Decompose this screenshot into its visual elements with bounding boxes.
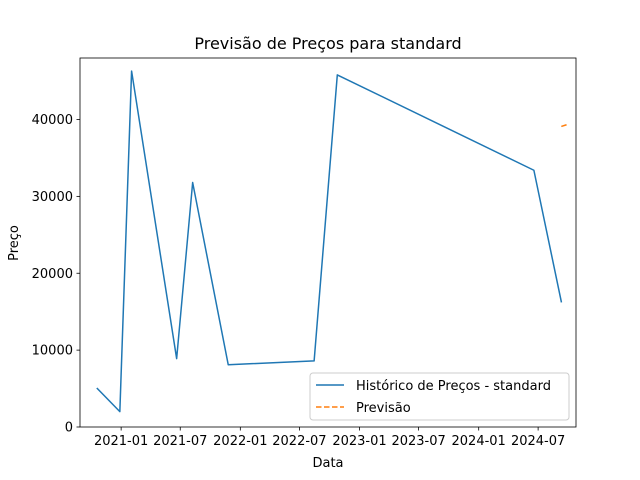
- x-tick-label-3: 2022-07: [272, 434, 326, 449]
- x-axis-label: Data: [312, 456, 343, 471]
- y-tick-label-0: 0: [65, 421, 73, 436]
- y-tick-label-1: 10000: [32, 344, 73, 359]
- x-axis-ticks: 2021-01 2021-07 2022-01 2022-07 2023-01 2023-…: [94, 427, 565, 449]
- x-tick-label-6: 2024-01: [452, 434, 506, 449]
- x-tick-label-1: 2021-07: [153, 434, 207, 449]
- y-tick-label-4: 40000: [32, 113, 73, 128]
- y-axis-ticks: 0 10000 20000 30000 40000: [32, 113, 80, 436]
- legend-box: [309, 372, 570, 421]
- series-line-0: [96, 70, 563, 413]
- legend-label-historico: Histórico de Preços - standard: [356, 379, 551, 394]
- plot-frame: [79, 57, 577, 428]
- x-tick-label-0: 2021-01: [94, 434, 148, 449]
- chart-title: Previsão de Preços para standard: [194, 34, 461, 53]
- legend-label-previsao: Previsão: [356, 401, 411, 416]
- y-tick-label-2: 20000: [32, 267, 73, 282]
- x-tick-label-2: 2022-01: [213, 434, 267, 449]
- x-tick-label-7: 2024-07: [511, 434, 565, 449]
- x-tick-label-5: 2023-07: [391, 434, 445, 449]
- y-axis-label: Preço: [7, 225, 22, 261]
- x-tick-label-4: 2023-01: [332, 434, 386, 449]
- series-line-1: [561, 123, 569, 128]
- plot-layer: [96, 70, 569, 413]
- legend: Histórico de Preços - standard Previsão: [309, 372, 570, 421]
- y-tick-label-3: 30000: [32, 190, 73, 205]
